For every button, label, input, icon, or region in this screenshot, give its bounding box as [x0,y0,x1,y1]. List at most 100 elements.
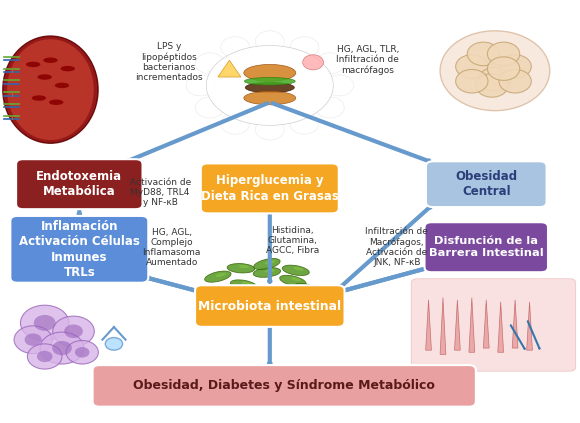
Circle shape [64,324,83,338]
Circle shape [195,53,224,74]
Ellipse shape [238,265,249,268]
Circle shape [255,119,284,140]
Circle shape [290,37,319,58]
Ellipse shape [253,258,280,269]
Circle shape [440,31,550,111]
FancyBboxPatch shape [93,365,476,407]
Ellipse shape [227,264,255,273]
Circle shape [325,75,353,96]
Ellipse shape [216,273,226,277]
Ellipse shape [244,91,296,105]
Circle shape [195,97,224,118]
Polygon shape [512,300,518,348]
Circle shape [53,316,95,346]
Ellipse shape [44,58,57,63]
Circle shape [316,97,344,118]
FancyBboxPatch shape [201,163,339,213]
Circle shape [40,332,84,364]
Circle shape [52,341,72,355]
Circle shape [37,351,52,362]
Text: Microbiota intestinal: Microbiota intestinal [198,299,342,313]
Polygon shape [218,60,241,77]
Circle shape [255,31,284,52]
Text: Histidina,
Glutamina,
AGCC, Fibra: Histidina, Glutamina, AGCC, Fibra [266,226,320,255]
Circle shape [487,57,520,80]
Circle shape [221,37,249,58]
Ellipse shape [227,294,237,298]
Ellipse shape [242,281,252,285]
Ellipse shape [230,280,258,290]
Text: Infiltración de
Macrófagos,
Activación de
JNK, NF-κB: Infiltración de Macrófagos, Activación d… [365,227,428,267]
Ellipse shape [265,260,275,264]
Circle shape [221,113,249,134]
Text: HG, AGL, TLR,
Infiltración de
macrófagos: HG, AGL, TLR, Infiltración de macrófagos [336,45,400,75]
Ellipse shape [268,294,295,305]
Ellipse shape [205,271,231,282]
Ellipse shape [3,36,98,143]
Circle shape [316,53,344,74]
Text: Activación de
MyD88, TRL4
y NF-κB: Activación de MyD88, TRL4 y NF-κB [129,178,191,207]
Ellipse shape [7,39,94,140]
Circle shape [186,75,215,96]
Circle shape [456,55,488,78]
Circle shape [476,74,508,97]
FancyBboxPatch shape [10,216,148,283]
Ellipse shape [280,275,306,286]
Text: Obesidad
Central: Obesidad Central [455,170,517,198]
Circle shape [34,315,56,331]
Text: LPS y
lipopéptidos
bacterianos
incrementados: LPS y lipopéptidos bacterianos increment… [135,42,202,82]
Ellipse shape [244,64,296,81]
Ellipse shape [253,288,263,291]
Circle shape [66,341,99,364]
Ellipse shape [55,83,69,88]
Circle shape [467,42,499,66]
Ellipse shape [38,74,52,80]
Circle shape [106,338,122,350]
Polygon shape [455,300,461,350]
Ellipse shape [282,265,309,275]
Text: Endotoxemia
Metabólica: Endotoxemia Metabólica [37,170,122,198]
Ellipse shape [244,77,295,85]
Ellipse shape [279,296,289,300]
Polygon shape [498,302,503,352]
Circle shape [478,67,511,91]
FancyBboxPatch shape [16,159,143,209]
Circle shape [499,55,531,78]
Circle shape [290,113,319,134]
Ellipse shape [32,95,46,101]
FancyBboxPatch shape [426,161,546,207]
Text: HG, AGL,
Complejo
Inflamasoma
Aumentado: HG, AGL, Complejo Inflamasoma Aumentado [143,228,201,267]
Ellipse shape [293,267,304,271]
Polygon shape [527,302,532,350]
Circle shape [24,333,42,346]
Circle shape [14,326,52,354]
Ellipse shape [49,99,63,105]
Circle shape [303,55,324,70]
Ellipse shape [26,62,41,67]
Ellipse shape [253,268,281,277]
Circle shape [487,42,520,66]
Ellipse shape [306,286,315,290]
Polygon shape [440,298,446,354]
FancyBboxPatch shape [425,222,548,272]
Polygon shape [426,300,432,350]
FancyBboxPatch shape [411,279,576,371]
Text: Hiperglucemia y
Dieta Rica en Grasas: Hiperglucemia y Dieta Rica en Grasas [201,174,339,203]
Ellipse shape [216,292,242,304]
Ellipse shape [291,277,300,281]
Circle shape [75,347,89,357]
Ellipse shape [206,46,334,125]
Ellipse shape [60,66,75,71]
Ellipse shape [295,283,320,295]
Polygon shape [469,298,474,352]
Text: Obesidad, Diabetes y Síndrome Metabólico: Obesidad, Diabetes y Síndrome Metabólico [133,379,435,393]
FancyBboxPatch shape [195,285,345,327]
Circle shape [20,305,69,341]
Ellipse shape [264,269,275,272]
Ellipse shape [245,82,294,93]
Ellipse shape [242,286,269,296]
Text: Inflamación
Activación Células
Inmunes
TRLs: Inflamación Activación Células Inmunes T… [19,220,140,279]
Circle shape [456,69,488,93]
Text: Disfunción de la
Barrera Intestinal: Disfunción de la Barrera Intestinal [429,236,543,258]
Circle shape [27,344,62,369]
